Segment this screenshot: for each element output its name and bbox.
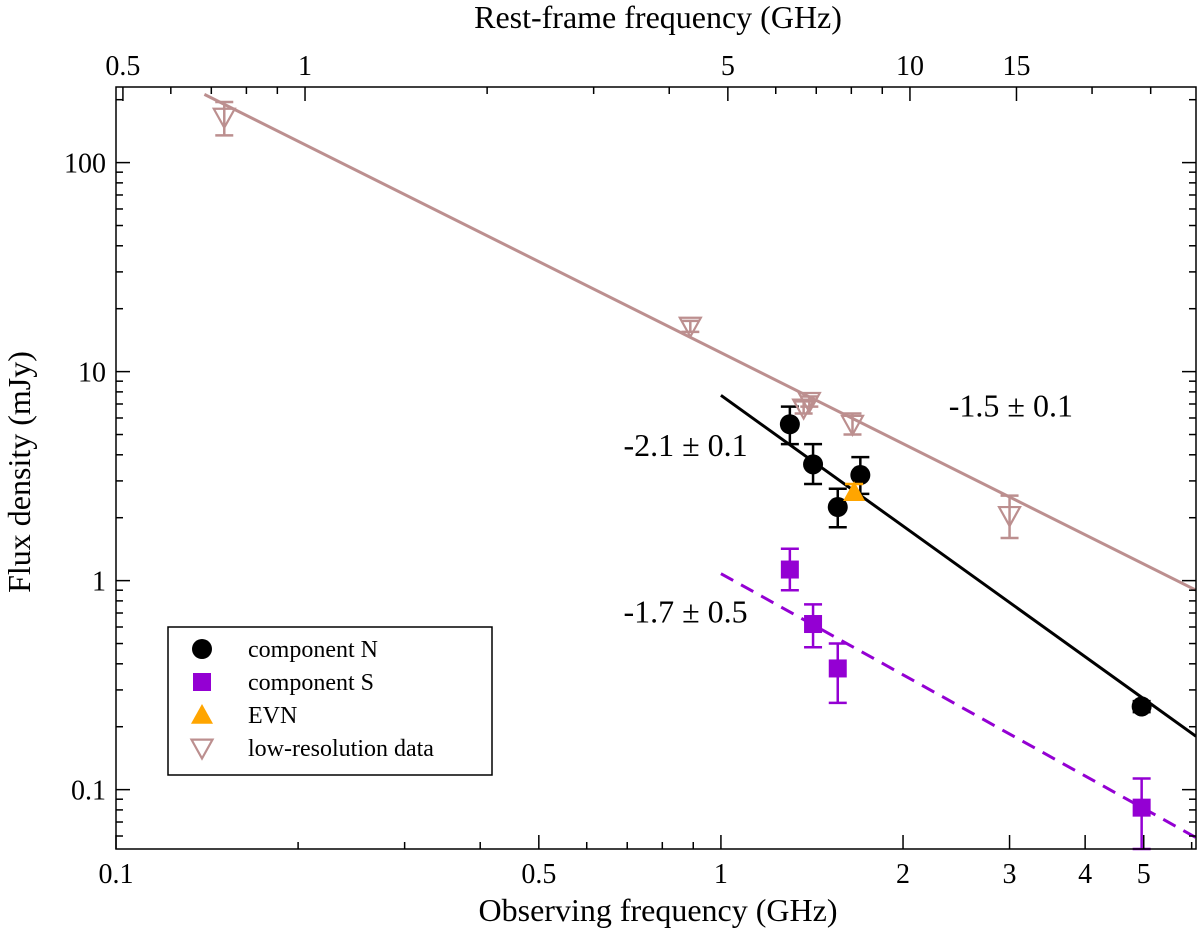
slope-annotations: -2.1 ± 0.1 -1.5 ± 0.1 -1.7 ± 0.5 <box>623 387 1073 629</box>
data-point <box>211 100 237 137</box>
data-point <box>804 603 823 649</box>
top-tick-label: 15 <box>1002 51 1030 82</box>
slope-annotation: -2.1 ± 0.1 <box>623 427 747 463</box>
marker-circle <box>827 497 848 518</box>
x-tick-label: 5 <box>1137 859 1151 890</box>
top-tick-label: 5 <box>721 51 735 82</box>
fit-line-2 <box>720 394 1196 738</box>
top-tick-label: 0.5 <box>105 51 140 82</box>
data-point <box>803 442 824 486</box>
slope-annotation: -1.5 ± 0.1 <box>949 387 1073 423</box>
legend-marker <box>192 639 212 659</box>
data-point <box>780 547 799 592</box>
marker-square <box>828 659 847 678</box>
marker-circle <box>803 454 824 475</box>
top-tick-label: 1 <box>298 51 312 82</box>
legend-label: component N <box>248 637 378 663</box>
data-points <box>211 100 1152 851</box>
x-axis-label: Observing frequency (GHz) <box>479 892 838 928</box>
marker-triangle-down-open <box>796 391 822 415</box>
slope-annotation: -1.7 ± 0.5 <box>623 594 747 630</box>
data-point <box>827 487 848 529</box>
fit-line-3 <box>720 572 1196 839</box>
marker-square <box>780 560 799 579</box>
data-point <box>796 391 822 415</box>
x-tick-label: 1 <box>714 859 728 890</box>
data-point <box>997 494 1022 540</box>
data-point <box>843 481 866 501</box>
marker-triangle-down-open <box>840 414 865 438</box>
marker-triangle-up <box>843 481 866 501</box>
x-tick-label: 0.5 <box>521 859 556 890</box>
y-axis-label: Flux density (mJy) <box>1 351 37 593</box>
data-point <box>779 405 800 446</box>
top-axis-label: Rest-frame frequency (GHz) <box>474 0 842 35</box>
legend-marker <box>191 704 213 724</box>
marker-square <box>804 615 823 634</box>
legend-label: EVN <box>248 703 297 729</box>
legend-marker <box>193 673 211 691</box>
fit-line-1 <box>203 93 1196 592</box>
top-tick-label: 10 <box>896 51 924 82</box>
marker-circle <box>779 414 800 435</box>
data-point <box>677 316 703 339</box>
marker-triangle-down-open <box>997 505 1022 529</box>
marker-circle <box>850 465 871 486</box>
y-tick-label: 1 <box>92 567 106 598</box>
fit-lines <box>203 93 1196 839</box>
x-tick-label: 3 <box>1003 859 1017 890</box>
marker-square <box>1132 798 1151 817</box>
legend-box <box>167 626 493 776</box>
marker-triangle-down-open <box>677 316 703 339</box>
legend-label: component S <box>248 670 374 696</box>
x-tick-label: 4 <box>1078 859 1092 890</box>
data-point <box>840 412 865 438</box>
legend-marker <box>189 738 215 761</box>
y-tick-label: 0.1 <box>71 776 106 807</box>
data-point <box>1131 696 1152 717</box>
x-tick-label: 2 <box>896 859 910 890</box>
y-tick-label: 10 <box>78 358 106 389</box>
legend: component N component S EVN low-resolution … <box>167 626 493 776</box>
x-tick-label: 0.1 <box>99 859 134 890</box>
marker-circle <box>1131 696 1152 717</box>
y-tick-label: 100 <box>64 149 106 180</box>
plot-frame <box>115 86 1197 850</box>
data-point <box>828 642 847 705</box>
marker-triangle-down-open <box>211 107 237 130</box>
legend-label: low-resolution data <box>248 736 434 762</box>
data-point <box>1132 777 1151 851</box>
